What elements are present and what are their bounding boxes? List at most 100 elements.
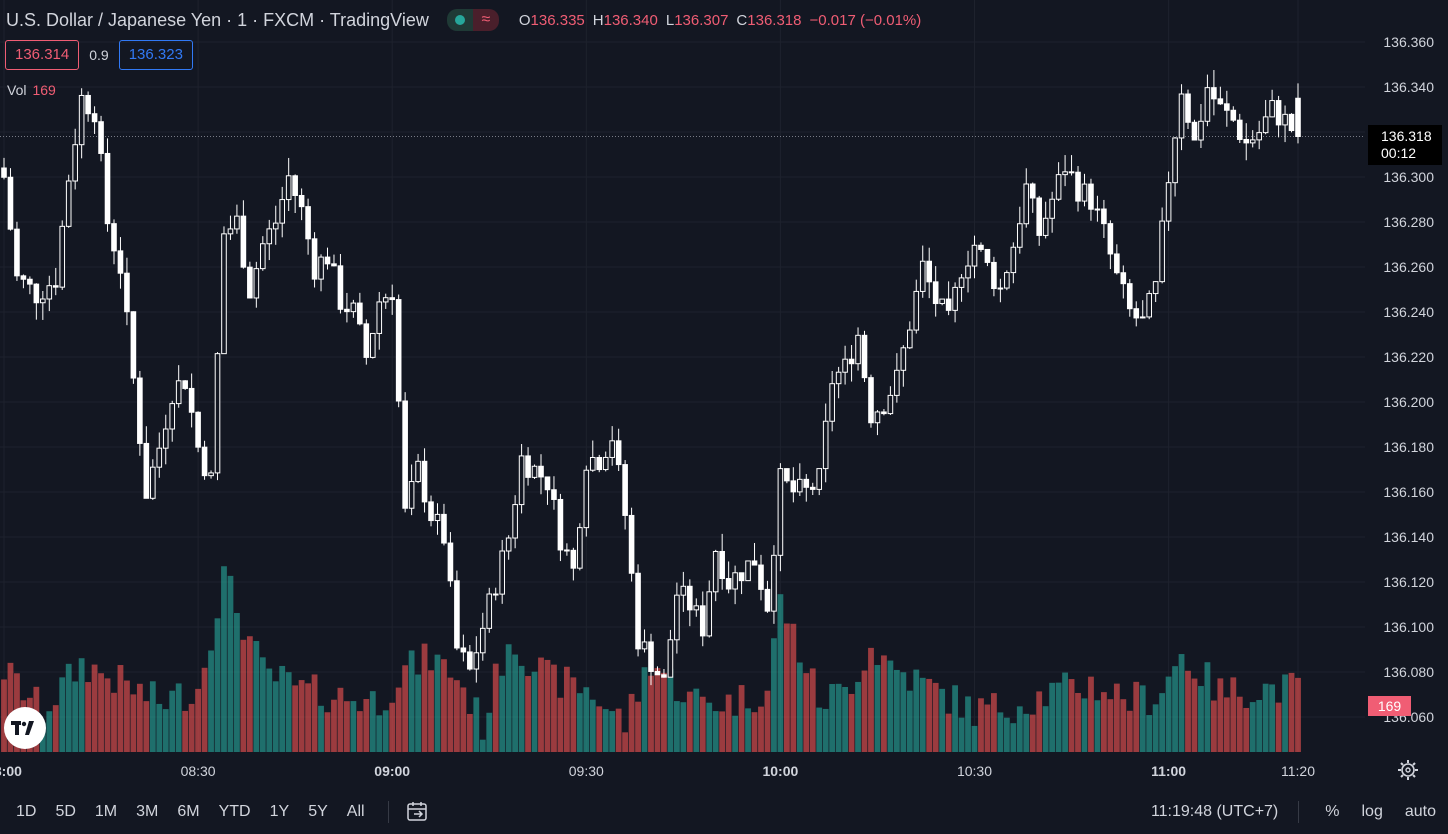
volume-bar xyxy=(1217,678,1224,752)
volume-bar xyxy=(531,671,538,752)
volume-bar xyxy=(570,677,577,752)
candle-body xyxy=(492,593,499,596)
volume-bar xyxy=(583,687,590,752)
candle-body xyxy=(1107,223,1114,255)
candle-body xyxy=(894,369,900,396)
volume-bar xyxy=(667,668,674,752)
volume-bar xyxy=(822,708,829,752)
price-tick-label: 136.080 xyxy=(1383,664,1434,680)
range-1m-button[interactable]: 1M xyxy=(94,803,118,820)
volume-bar xyxy=(1042,706,1049,752)
volume-bar xyxy=(829,684,836,752)
candle-body xyxy=(945,298,952,311)
range-5y-button[interactable]: 5Y xyxy=(308,803,328,820)
volume-bar xyxy=(984,704,991,752)
time-tick-label: 08:00 xyxy=(0,763,22,779)
candle-body xyxy=(874,411,881,424)
volume-bar xyxy=(1081,698,1088,752)
volume-bar xyxy=(1275,702,1282,752)
volume-bar xyxy=(162,709,169,752)
volume-legend[interactable]: Vol 169 xyxy=(7,82,56,98)
go-to-date-icon[interactable] xyxy=(405,801,431,823)
candle-body xyxy=(1004,272,1010,289)
buy-button[interactable]: 136.323 xyxy=(118,40,193,70)
volume-bars xyxy=(1,566,1301,752)
volume-bar xyxy=(499,675,506,752)
candle-body xyxy=(389,297,395,301)
volume-bar xyxy=(1120,699,1127,752)
range-6m-button[interactable]: 6M xyxy=(177,803,200,820)
candle-body xyxy=(1036,197,1043,236)
price-tick-label: 136.220 xyxy=(1383,349,1434,365)
candle-body xyxy=(331,263,337,267)
symbol-title[interactable]: U.S. Dollar / Japanese Yen · 1 · FXCM · … xyxy=(6,9,429,30)
candle-body xyxy=(900,347,907,371)
percent-scale-button[interactable]: % xyxy=(1325,803,1340,820)
range-ytd-button[interactable]: YTD xyxy=(218,803,251,820)
candle-body xyxy=(635,572,641,650)
volume-bar xyxy=(906,690,913,752)
volume-bar xyxy=(958,717,965,752)
status-indicators[interactable]: ≈ xyxy=(446,9,499,31)
gear-icon[interactable] xyxy=(1396,758,1420,782)
log-scale-button[interactable]: log xyxy=(1361,803,1383,820)
volume-bar xyxy=(175,683,182,752)
candle-body xyxy=(421,460,428,503)
candle-body xyxy=(182,380,188,389)
tradingview-logo-icon[interactable] xyxy=(4,707,46,749)
candle-body xyxy=(829,383,835,422)
candle-body xyxy=(234,215,240,230)
candle-body xyxy=(984,248,991,263)
volume-bar xyxy=(971,725,978,752)
candle-body xyxy=(745,560,751,582)
volume-bar xyxy=(551,664,557,752)
range-all-button[interactable]: All xyxy=(346,803,365,820)
candle-body xyxy=(822,420,829,470)
auto-scale-button[interactable]: auto xyxy=(1404,803,1436,820)
candle-body xyxy=(52,285,59,288)
candle-body xyxy=(441,513,447,544)
candle-body xyxy=(848,358,855,365)
volume-bar xyxy=(182,710,189,752)
range-5d-button[interactable]: 5D xyxy=(55,803,76,820)
candle-body xyxy=(615,440,622,466)
candle-body xyxy=(687,585,693,611)
volume-bar xyxy=(557,697,564,752)
candle-body xyxy=(518,455,525,506)
volume-bar xyxy=(486,712,493,752)
volume-bar xyxy=(1016,706,1023,752)
volume-bar xyxy=(1010,723,1017,752)
price-tick-label: 136.140 xyxy=(1383,529,1434,545)
time-axis[interactable]: 08:00 08:30 09:00 09:30 10:00 10:30 11:00 11:20 xyxy=(0,763,1315,779)
volume-bar xyxy=(1023,713,1030,752)
volume-bar xyxy=(1204,662,1211,752)
candle-body xyxy=(59,225,66,288)
candle-body xyxy=(415,460,421,483)
candle-body xyxy=(784,468,790,482)
volume-bar xyxy=(1210,700,1217,752)
volume-bar xyxy=(596,706,603,752)
candle-body xyxy=(674,594,680,641)
range-3m-button[interactable]: 3M xyxy=(136,803,159,820)
volume-bar xyxy=(712,711,719,752)
candle-body xyxy=(887,394,894,415)
candle-body xyxy=(20,275,27,280)
volume-bar xyxy=(259,657,266,752)
candle-body xyxy=(311,238,318,280)
candle-body xyxy=(1126,283,1133,310)
candle-body xyxy=(816,468,823,490)
candle-body xyxy=(33,283,40,304)
range-1d-button[interactable]: 1D xyxy=(16,803,37,820)
volume-bar xyxy=(492,663,499,752)
candle-body xyxy=(473,652,480,670)
candle-body xyxy=(350,302,357,313)
volume-bar xyxy=(1133,681,1140,752)
timezone-clock[interactable]: 11:19:48 (UTC+7) xyxy=(1150,803,1279,820)
volume-bar xyxy=(538,657,544,752)
volume-bar xyxy=(253,641,260,752)
range-1y-button[interactable]: 1Y xyxy=(269,803,290,820)
volume-bar xyxy=(945,713,952,752)
volume-bar xyxy=(59,677,66,752)
sell-button[interactable]: 136.314 xyxy=(5,40,80,70)
